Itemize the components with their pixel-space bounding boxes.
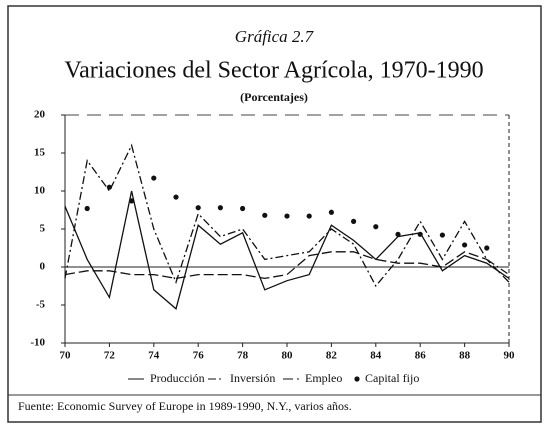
frame [7,5,542,423]
data-point [373,224,379,230]
data-point [129,198,135,204]
x-tick-label: 78 [237,350,249,362]
data-point [173,194,179,200]
x-tick-label: 88 [459,350,471,362]
data-point [195,205,201,211]
x-tick-label: 86 [415,350,427,362]
series-line [64,143,510,288]
y-tick-label: 5 [40,223,46,235]
legend-label: Empleo [305,371,342,385]
x-tick-label: 72 [104,350,116,362]
legend-label: Capital fijo [365,371,419,385]
legend-swatch [354,376,360,382]
chart-kicker: Gráfica 2.7 [235,27,315,46]
x-tick-label: 76 [193,350,205,362]
series-line [64,190,510,310]
y-tick-label: 0 [40,261,46,273]
x-tick-label: 70 [60,350,72,362]
data-point [151,175,157,181]
data-point [262,212,268,218]
data-point [284,213,290,219]
data-point [106,184,112,190]
data-point [240,205,246,212]
data-point [217,205,223,211]
y-tick-label: 10 [34,185,46,197]
x-tick-label: 82 [326,350,338,362]
data-point [395,231,401,237]
data-point [328,209,334,215]
x-tick-label: 84 [370,350,382,362]
y-tick-label: 15 [34,147,46,159]
source-note: Fuente: Economic Survey of Europe in 198… [18,399,352,413]
data-point [84,205,90,212]
x-tick-label: 80 [282,350,294,362]
series-line [64,251,510,283]
data-point [462,242,468,248]
data-point [417,231,423,237]
legend-label: Inversión [230,371,275,385]
data-point [351,218,357,224]
x-tick-label: 90 [504,350,516,362]
data-point [484,245,490,251]
data-point [306,213,312,219]
chart-title: Variaciones del Sector Agrícola, 1970-19… [64,58,483,84]
chart-subtitle: (Porcentajes) [240,90,308,104]
data-point [439,232,445,238]
legend-label: Producción [150,371,205,385]
y-tick-label: 20 [34,109,46,121]
y-tick-label: -5 [36,299,46,311]
x-tick-label: 74 [148,350,160,362]
y-tick-label: -10 [30,337,45,349]
